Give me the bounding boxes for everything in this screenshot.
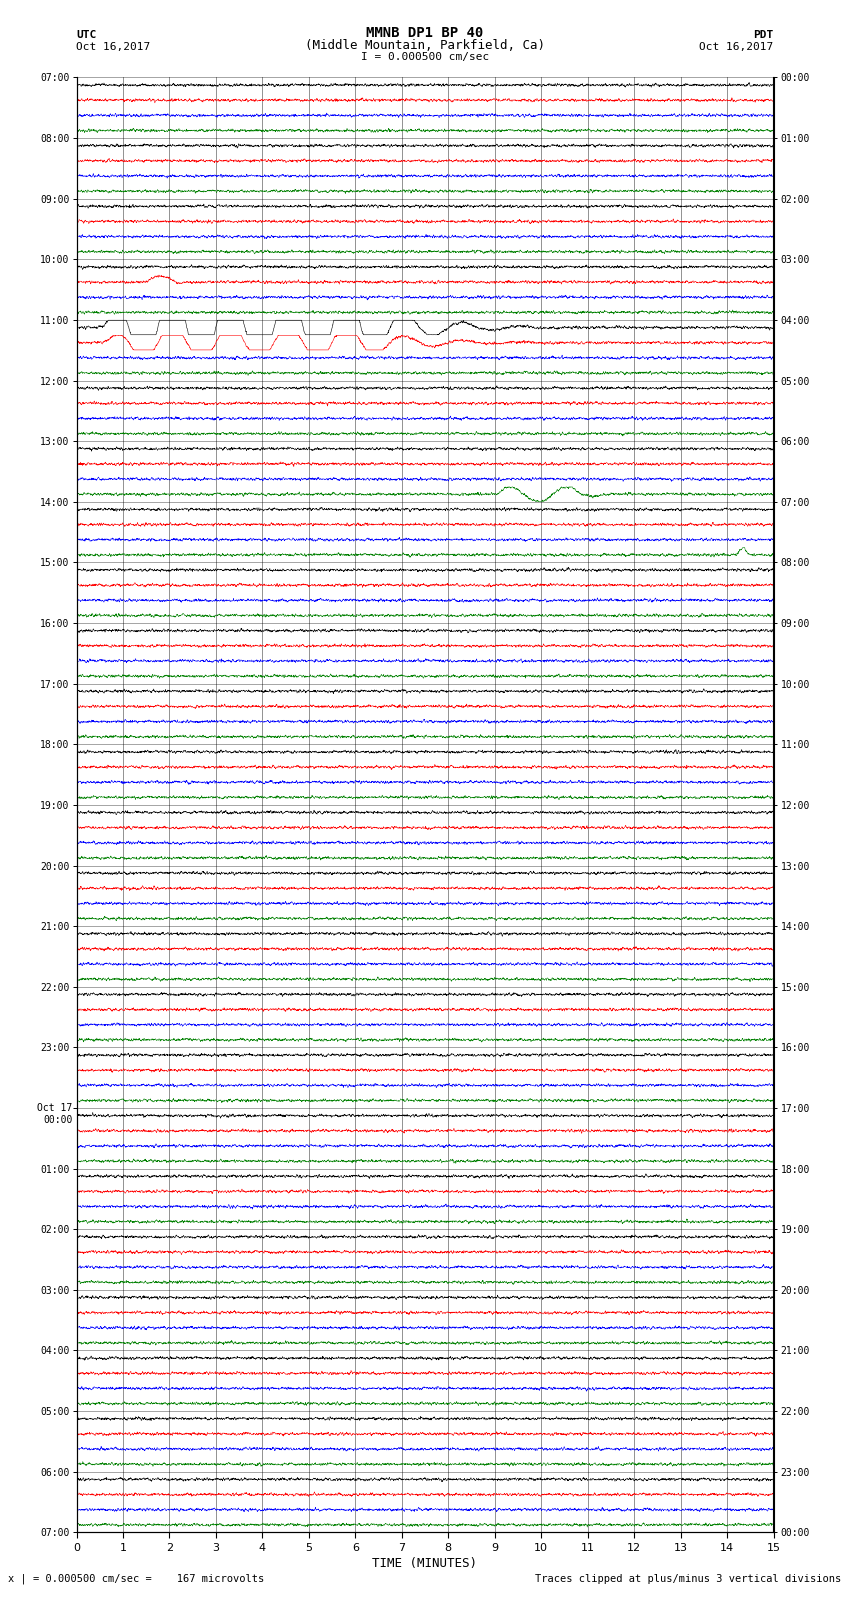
Text: Oct 16,2017: Oct 16,2017 — [76, 42, 150, 52]
Text: MMNB DP1 BP 40: MMNB DP1 BP 40 — [366, 26, 484, 39]
Text: PDT: PDT — [753, 29, 774, 39]
Text: Oct 16,2017: Oct 16,2017 — [700, 42, 774, 52]
Text: UTC: UTC — [76, 29, 97, 39]
X-axis label: TIME (MINUTES): TIME (MINUTES) — [372, 1557, 478, 1569]
Text: x | = 0.000500 cm/sec =    167 microvolts: x | = 0.000500 cm/sec = 167 microvolts — [8, 1573, 264, 1584]
Text: (Middle Mountain, Parkfield, Ca): (Middle Mountain, Parkfield, Ca) — [305, 39, 545, 52]
Text: Traces clipped at plus/minus 3 vertical divisions: Traces clipped at plus/minus 3 vertical … — [536, 1574, 842, 1584]
Text: Oct 17
00:00: Oct 17 00:00 — [37, 1103, 72, 1124]
Text: I = 0.000500 cm/sec: I = 0.000500 cm/sec — [361, 52, 489, 63]
